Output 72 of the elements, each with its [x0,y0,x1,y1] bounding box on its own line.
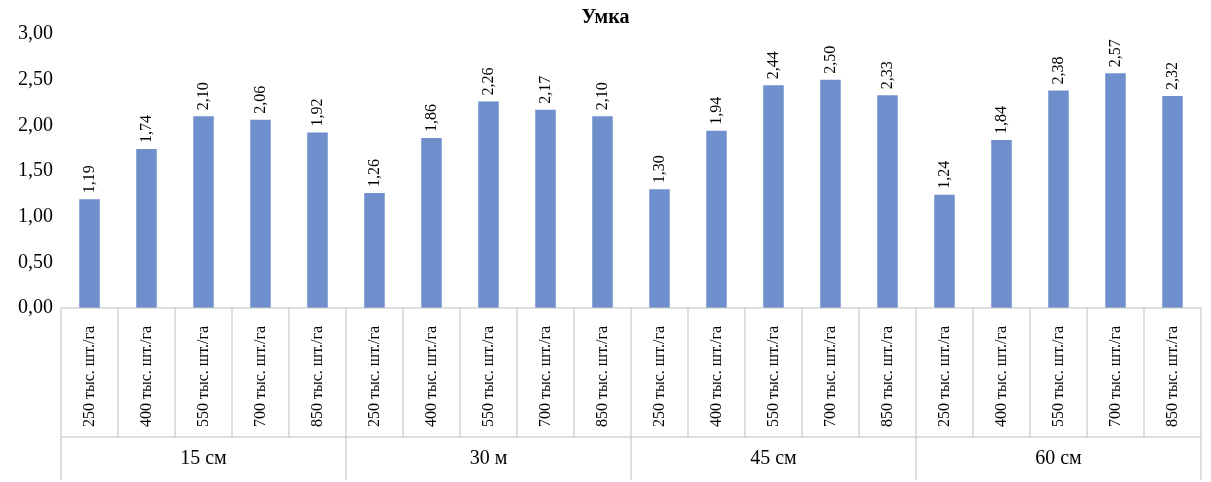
data-label: 1,92 [307,98,325,127]
text: 60 см [1035,446,1083,469]
data-label: 1,94 [706,96,724,125]
bar [193,116,214,308]
bar [535,109,556,308]
text: 15 см [180,446,228,469]
bar [934,194,955,308]
bar [592,116,613,308]
y-tick-label: 2,00 [18,112,53,135]
x-tick-label: 250 тыс. шт./га [79,325,97,427]
data-label: 2,38 [1048,56,1066,85]
y-tick-label: 3,00 [18,21,53,44]
data-label: 1,74 [136,115,154,144]
x-tick-label: 400 тыс. шт./га [991,325,1009,427]
bar [649,189,670,308]
bar [763,85,784,308]
data-label: 2,33 [877,61,895,90]
data-label: 1,24 [934,160,952,189]
x-tick-label: 250 тыс. шт./га [649,325,667,427]
x-tick-label: 400 тыс. шт./га [421,325,439,427]
data-label: 2,06 [250,85,268,114]
y-tick-label: 1,00 [18,203,53,226]
x-tick-label: 550 тыс. шт./га [478,325,496,427]
x-tick-label: 550 тыс. шт./га [1048,325,1066,427]
bar [991,139,1012,308]
x-tick-label: 250 тыс. шт./га [364,325,382,427]
x-tick-label: 250 тыс. шт./га [934,325,952,427]
bar [250,119,271,308]
x-tick-label: 850 тыс. шт./га [592,325,610,427]
y-tick-label: 2,50 [18,66,53,89]
data-label: 1,84 [991,105,1009,134]
bar [706,130,727,308]
data-label: 2,10 [193,82,211,111]
bar [307,132,328,308]
data-label: 2,17 [535,75,553,104]
x-tick-label: 700 тыс. шт./га [535,325,553,427]
y-tick-label: 0,50 [18,249,53,272]
data-label: 2,50 [820,45,838,74]
bar [1162,96,1183,308]
data-label: 2,32 [1162,62,1180,91]
x-tick-label: 850 тыс. шт./га [877,325,895,427]
bar [421,138,442,308]
bar [820,79,841,308]
data-label: 1,30 [649,155,667,184]
data-label: 1,86 [421,104,439,133]
bar [1105,73,1126,308]
bar [79,199,100,308]
data-label: 1,26 [364,158,382,187]
data-label: 1,19 [79,165,97,194]
text: 45 см [750,446,798,469]
data-label: 2,10 [592,82,610,111]
bar [136,149,157,308]
data-label: 2,44 [763,51,781,80]
chart-title: Умка [581,5,630,28]
bar [364,192,385,308]
x-tick-label: 550 тыс. шт./га [763,325,781,427]
bar [877,95,898,308]
x-tick-label: 700 тыс. шт./га [1105,325,1123,427]
x-tick-label: 400 тыс. шт./га [706,325,724,427]
x-tick-label: 700 тыс. шт./га [250,325,268,427]
x-tick-label: 850 тыс. шт./га [307,325,325,427]
bar [478,101,499,308]
x-tick-label: 550 тыс. шт./га [193,325,211,427]
data-label: 2,57 [1105,39,1123,68]
x-tick-label: 400 тыс. шт./га [136,325,154,427]
x-tick-label: 850 тыс. шт./га [1162,325,1180,427]
y-tick-label: 1,50 [18,158,53,181]
text: 30 м [469,446,508,469]
y-tick-label: 0,00 [18,295,53,318]
data-label: 2,26 [478,67,496,96]
bar [1048,90,1069,308]
x-tick-label: 700 тыс. шт./га [820,325,838,427]
